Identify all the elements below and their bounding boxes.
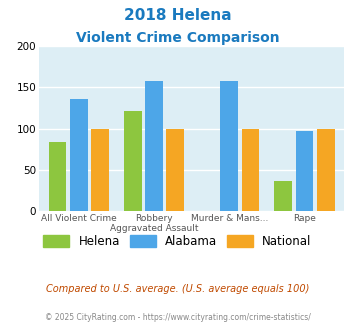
Bar (70, 99, 88, 211)
Text: Compared to U.S. average. (U.S. average equals 100): Compared to U.S. average. (U.S. average … (46, 284, 309, 294)
Bar (91, 129, 109, 211)
Bar (124, 112, 142, 211)
Text: © 2025 CityRating.com - https://www.cityrating.com/crime-statistics/: © 2025 CityRating.com - https://www.city… (45, 314, 310, 322)
Legend: Helena, Alabama, National: Helena, Alabama, National (39, 230, 316, 253)
Bar (145, 81, 163, 211)
Bar (274, 181, 292, 211)
Bar (317, 129, 335, 211)
Bar (166, 129, 184, 211)
Bar (296, 131, 313, 211)
Text: Violent Crime Comparison: Violent Crime Comparison (76, 31, 279, 45)
Text: 2018 Helena: 2018 Helena (124, 8, 231, 23)
Bar (49, 142, 66, 211)
Bar (242, 129, 260, 211)
Bar (220, 81, 238, 211)
